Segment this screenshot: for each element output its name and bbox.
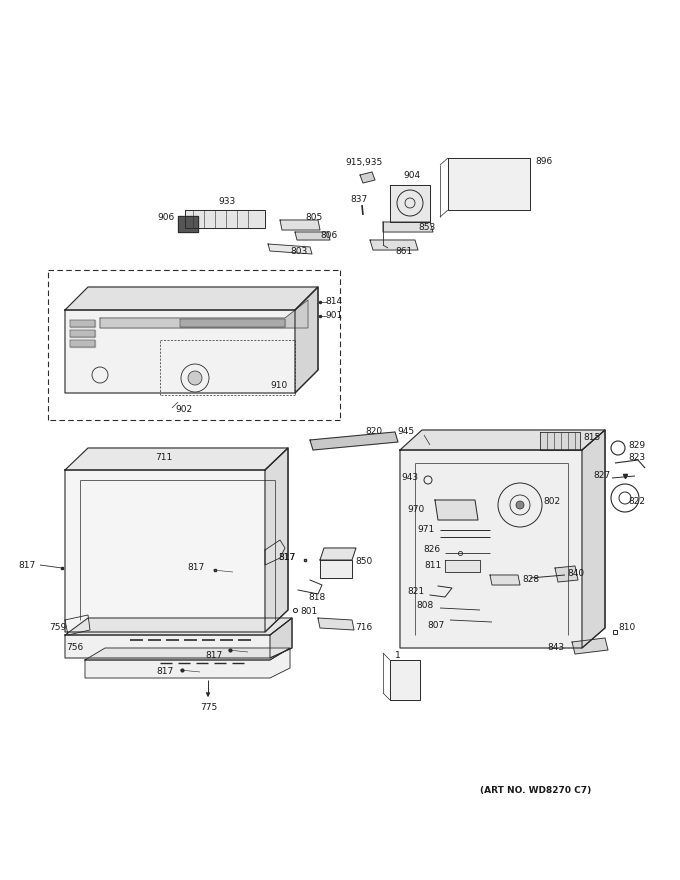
Text: 840: 840 — [567, 569, 584, 578]
Polygon shape — [100, 300, 308, 328]
Text: 904: 904 — [403, 171, 420, 180]
Polygon shape — [295, 232, 330, 240]
Text: 829: 829 — [628, 441, 645, 450]
Polygon shape — [65, 448, 288, 632]
Text: 815: 815 — [583, 434, 600, 443]
Polygon shape — [400, 430, 605, 648]
Polygon shape — [435, 500, 478, 520]
Text: 756: 756 — [66, 643, 83, 652]
Text: 716: 716 — [355, 624, 372, 633]
Polygon shape — [265, 540, 285, 565]
Text: 902: 902 — [175, 406, 192, 414]
Text: 759: 759 — [49, 624, 66, 633]
Text: 827: 827 — [593, 472, 610, 480]
Text: 821: 821 — [408, 588, 425, 597]
Polygon shape — [320, 548, 356, 560]
Polygon shape — [70, 320, 95, 327]
Text: 806: 806 — [320, 231, 337, 240]
Text: 803: 803 — [290, 247, 307, 256]
Text: 711: 711 — [155, 453, 172, 463]
Text: 826: 826 — [423, 546, 440, 554]
Text: 943: 943 — [401, 473, 418, 482]
Text: 850: 850 — [355, 558, 372, 567]
Text: 853: 853 — [418, 224, 435, 232]
Polygon shape — [360, 172, 375, 183]
Circle shape — [188, 371, 202, 385]
Polygon shape — [445, 560, 480, 572]
Polygon shape — [65, 448, 288, 470]
Text: 910: 910 — [270, 380, 287, 390]
Text: 906: 906 — [158, 214, 175, 223]
Polygon shape — [390, 185, 430, 222]
Text: 822: 822 — [628, 497, 645, 507]
Text: 808: 808 — [417, 602, 434, 611]
Text: 915,935: 915,935 — [345, 158, 382, 166]
Text: 837: 837 — [350, 195, 367, 204]
Polygon shape — [85, 648, 290, 660]
Text: (ART NO. WD8270 C7): (ART NO. WD8270 C7) — [480, 786, 591, 795]
Text: 896: 896 — [535, 158, 552, 166]
Polygon shape — [180, 319, 285, 327]
Polygon shape — [582, 430, 605, 648]
Text: 828: 828 — [522, 576, 539, 584]
Text: 971: 971 — [418, 525, 435, 534]
Text: 820: 820 — [365, 428, 382, 436]
Polygon shape — [65, 618, 292, 635]
Polygon shape — [268, 244, 312, 254]
Polygon shape — [370, 240, 418, 250]
Polygon shape — [390, 660, 420, 700]
Polygon shape — [555, 566, 578, 582]
Polygon shape — [65, 287, 318, 310]
Polygon shape — [185, 210, 265, 228]
Polygon shape — [65, 287, 318, 393]
Polygon shape — [490, 575, 520, 585]
Text: 801: 801 — [300, 607, 318, 617]
Text: 823: 823 — [628, 453, 645, 463]
Text: 945: 945 — [398, 428, 415, 436]
Polygon shape — [70, 340, 95, 347]
Text: 802: 802 — [543, 497, 560, 507]
Polygon shape — [310, 432, 398, 450]
Text: 817: 817 — [188, 563, 205, 573]
Polygon shape — [65, 618, 292, 658]
Text: 810: 810 — [618, 624, 635, 633]
Polygon shape — [85, 648, 290, 678]
Text: 933: 933 — [218, 197, 235, 207]
Polygon shape — [265, 448, 288, 632]
Text: 805: 805 — [305, 214, 322, 223]
Text: 317: 317 — [279, 554, 296, 562]
Polygon shape — [270, 618, 292, 658]
Text: 901: 901 — [325, 312, 342, 320]
Text: 817: 817 — [157, 668, 174, 677]
Text: 817: 817 — [19, 561, 36, 569]
Polygon shape — [400, 430, 605, 450]
Polygon shape — [318, 618, 354, 630]
Polygon shape — [178, 216, 198, 232]
Text: 811: 811 — [425, 561, 442, 570]
Text: 814: 814 — [325, 297, 342, 306]
Text: 807: 807 — [428, 620, 445, 629]
Polygon shape — [320, 560, 352, 578]
Polygon shape — [448, 158, 530, 210]
Text: 1: 1 — [395, 651, 401, 661]
Polygon shape — [295, 287, 318, 393]
Polygon shape — [540, 432, 580, 450]
Text: 817: 817 — [206, 650, 223, 659]
Text: 970: 970 — [408, 505, 425, 515]
Polygon shape — [70, 330, 95, 337]
Text: 817: 817 — [279, 554, 296, 562]
Text: 818: 818 — [308, 592, 325, 602]
Polygon shape — [572, 638, 608, 654]
Circle shape — [516, 501, 524, 509]
Text: 775: 775 — [200, 703, 217, 713]
Text: 861: 861 — [395, 247, 412, 256]
Polygon shape — [383, 222, 433, 232]
Polygon shape — [280, 220, 320, 230]
Text: 843: 843 — [548, 643, 565, 652]
